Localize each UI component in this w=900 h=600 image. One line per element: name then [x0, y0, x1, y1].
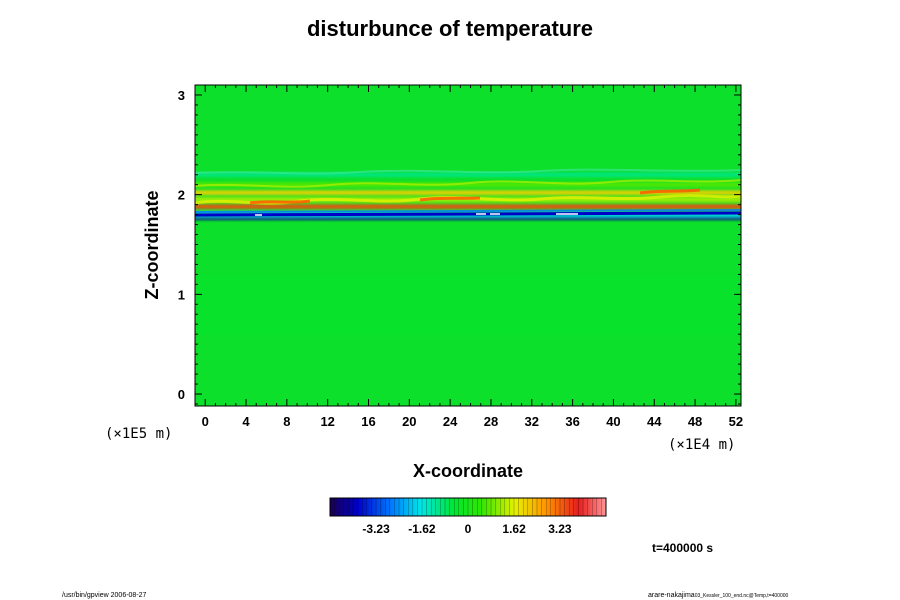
colorbar-tick-label: 0: [465, 522, 472, 536]
colorbar-frame: [329, 497, 607, 517]
colorbar-tick-label: -3.23: [362, 522, 390, 536]
plot-frame: [194, 84, 742, 407]
wave-band-red: [249, 188, 701, 205]
time-annotation: t=400000 s: [652, 541, 713, 555]
x-tick-label: 32: [525, 414, 539, 429]
major-ticks: [195, 85, 741, 406]
y-axis-unit: (×1E5 m): [105, 426, 172, 442]
footer-right-main: arare-nakajima: [648, 592, 695, 599]
minor-ticks: [194, 85, 741, 406]
x-axis-label: X-coordinate: [413, 461, 523, 481]
y-tick-label: 0: [178, 387, 185, 402]
cold-layer-line: [195, 211, 741, 217]
x-tick-label: 28: [484, 414, 498, 429]
footer-left: /usr/bin/gpview 2006-08-27: [62, 592, 147, 599]
field-band: [195, 215, 741, 221]
field-band: [195, 190, 741, 196]
x-tick-label: 44: [647, 414, 662, 429]
wave-band-upper: [195, 179, 741, 188]
chart-title: disturbunce of temperature: [306, 16, 594, 41]
colorbar-tick-label: 3.23: [548, 522, 572, 536]
field-background: [195, 85, 741, 406]
colorbar-tick-label: 1.62: [502, 522, 526, 536]
y-tick-labels: 0 1 2 3: [178, 88, 185, 402]
cold-layer-edge: [195, 209, 741, 213]
colorbar-tick-labels: -3.23 -1.62 0 1.62 3.23: [362, 522, 571, 536]
colorbar-tick-label: -1.62: [408, 522, 436, 536]
x-tick-label: 48: [688, 414, 702, 429]
footer-right: arare-nakajima03_Kessler_100_end.nc@Temp…: [648, 592, 789, 599]
field-band: [195, 274, 741, 335]
x-tick-label: 0: [202, 414, 209, 429]
y-tick-label: 1: [178, 287, 185, 302]
x-tick-label: 8: [283, 414, 290, 429]
x-tick-label: 16: [361, 414, 375, 429]
x-tick-labels: 0 4 8 12 16 20 24 28 32 36 40 44 48 52: [202, 414, 744, 429]
x-tick-label: 20: [402, 414, 416, 429]
field-band: [195, 204, 741, 210]
x-tick-label: 12: [320, 414, 334, 429]
y-tick-label: 2: [178, 188, 185, 203]
field-band: [195, 182, 741, 188]
field-band: [195, 172, 741, 178]
x-tick-label: 24: [443, 414, 458, 429]
footer-right-detail: 03_Kessler_100_end.nc@Temp,t=400000: [695, 593, 789, 599]
wave-band-cyan: [195, 168, 741, 175]
x-axis-unit: (×1E4 m): [668, 437, 735, 453]
colorbar-segments: [334, 498, 602, 516]
x-tick-label: 40: [606, 414, 620, 429]
y-axis-label: Z-coordinate: [142, 190, 162, 299]
x-tick-label: 52: [729, 414, 743, 429]
x-tick-label: 36: [565, 414, 579, 429]
missing-value-marks: [255, 213, 578, 216]
x-tick-label: 4: [242, 414, 250, 429]
y-tick-label: 3: [178, 88, 185, 103]
